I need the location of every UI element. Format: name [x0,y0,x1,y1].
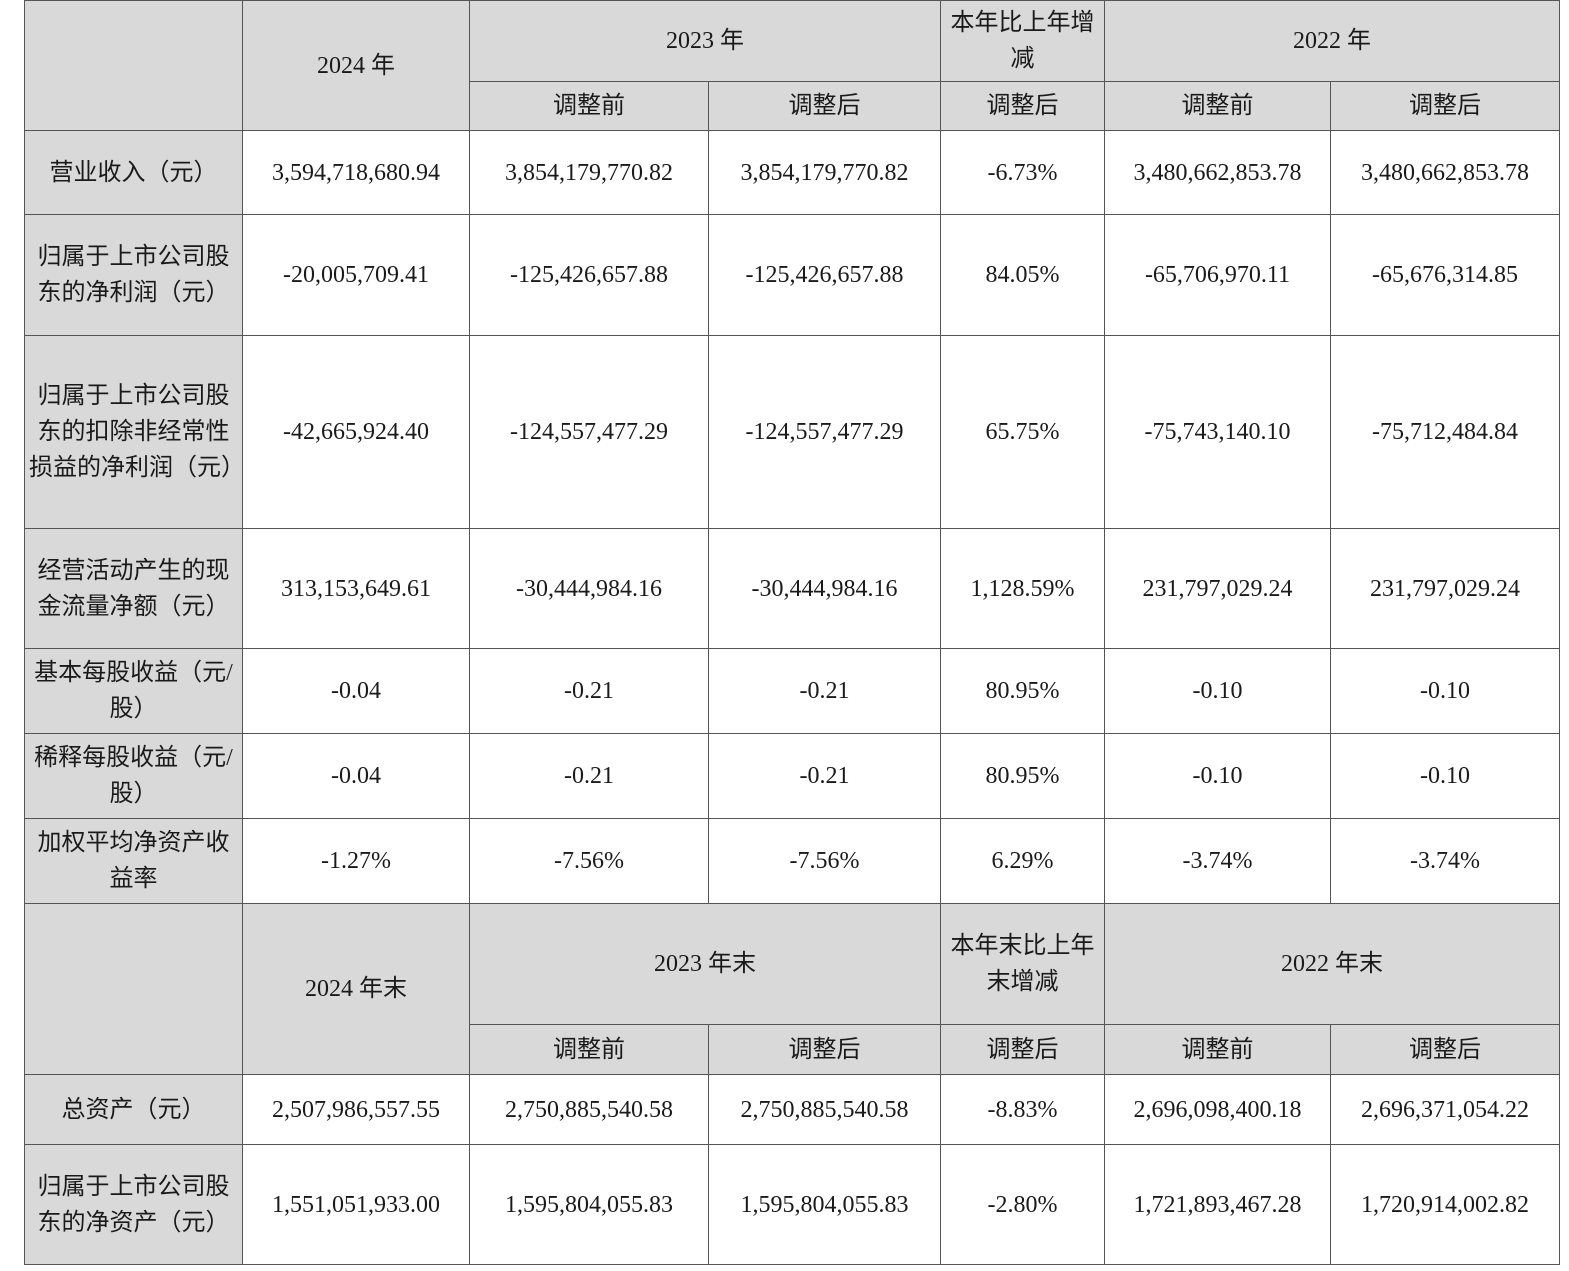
row-label: 基本每股收益（元/股） [24,648,243,734]
cell-2022-before: 231,797,029.24 [1104,528,1331,649]
header-2022-end-after: 调整后 [1330,1024,1560,1075]
cell-2022-before: -65,706,970.11 [1104,214,1331,336]
table-row: 稀释每股收益（元/股） -0.04 -0.21 -0.21 80.95% -0.… [24,733,1560,819]
cell-2023-before: 1,595,804,055.83 [469,1144,709,1265]
cell-2024: -0.04 [242,648,470,734]
row-label: 总资产（元） [24,1074,243,1145]
cell-2023-before: 3,854,179,770.82 [469,130,709,215]
cell-change: -8.83% [940,1074,1105,1145]
cell-2024: 3,594,718,680.94 [242,130,470,215]
table-row: 总资产（元） 2,507,986,557.55 2,750,885,540.58… [24,1074,1560,1145]
cell-change: 80.95% [940,733,1105,819]
cell-2024: 2,507,986,557.55 [242,1074,470,1145]
header-2022-end: 2022 年末 [1104,903,1560,1025]
table-row: 基本每股收益（元/股） -0.04 -0.21 -0.21 80.95% -0.… [24,648,1560,734]
cell-2024: -1.27% [242,818,470,904]
cell-2023-before: -124,557,477.29 [469,335,709,529]
header-2023-end-before: 调整前 [469,1024,709,1075]
cell-change: 1,128.59% [940,528,1105,649]
cell-2023-after: -125,426,657.88 [708,214,941,336]
cell-2023-before: 2,750,885,540.58 [469,1074,709,1145]
header-subrow: 调整前 调整后 调整后 调整前 调整后 [25,1024,1560,1075]
cell-2023-after: -0.21 [708,648,941,734]
row-label: 经营活动产生的现金流量净额（元） [24,528,243,649]
cell-change: 6.29% [940,818,1105,904]
row-label: 归属于上市公司股东的扣除非经常性损益的净利润（元） [24,335,243,529]
cell-2022-before: -3.74% [1104,818,1331,904]
cell-2022-after: 1,720,914,002.82 [1330,1144,1560,1265]
table-row: 加权平均净资产收益率 -1.27% -7.56% -7.56% 6.29% -3… [24,818,1560,904]
cell-2022-before: -0.10 [1104,733,1331,819]
cell-2023-before: -7.56% [469,818,709,904]
header-2022-end-before: 调整前 [1104,1024,1331,1075]
cell-2023-after: 1,595,804,055.83 [708,1144,941,1265]
cell-change: -6.73% [940,130,1105,215]
row-label: 营业收入（元） [24,130,243,215]
header-change-end-after: 调整后 [940,1024,1105,1075]
cell-2022-after: -75,712,484.84 [1330,335,1560,529]
cell-2024: 1,551,051,933.00 [242,1144,470,1265]
cell-2023-before: -125,426,657.88 [469,214,709,336]
table-row: 归属于上市公司股东的净利润（元） -20,005,709.41 -125,426… [24,214,1560,336]
cell-2022-before: 3,480,662,853.78 [1104,130,1331,215]
cell-2024: -0.04 [242,733,470,819]
header-row: 2024 年 2023 年 本年比上年增减 2022 年 [24,0,1560,131]
header-corner-cell [24,0,243,131]
cell-2022-after: -3.74% [1330,818,1560,904]
header-2022-after: 调整后 [1330,81,1560,131]
cell-change: 80.95% [940,648,1105,734]
header-2022-before: 调整前 [1104,81,1331,131]
cell-change: -2.80% [940,1144,1105,1265]
table-row: 经营活动产生的现金流量净额（元） 313,153,649.61 -30,444,… [24,528,1560,649]
header-2024-end: 2024 年末 [242,903,470,1075]
cell-2023-before: -0.21 [469,733,709,819]
cell-2022-after: 231,797,029.24 [1330,528,1560,649]
cell-2023-after: -124,557,477.29 [708,335,941,529]
cell-2022-after: -65,676,314.85 [1330,214,1560,336]
cell-2022-after: 3,480,662,853.78 [1330,130,1560,215]
table-row: 归属于上市公司股东的扣除非经常性损益的净利润（元） -42,665,924.40… [24,335,1560,529]
row-label: 稀释每股收益（元/股） [24,733,243,819]
cell-2022-before: -0.10 [1104,648,1331,734]
header-2023-before: 调整前 [469,81,709,131]
header-change-after: 调整后 [940,81,1105,131]
header-subrow: 调整前 调整后 调整后 调整前 调整后 [25,81,1560,131]
cell-2023-after: -7.56% [708,818,941,904]
header-2023-end-after: 调整后 [708,1024,941,1075]
header-change-end: 本年末比上年末增减 [940,903,1105,1025]
table-row: 归属于上市公司股东的净资产（元） 1,551,051,933.00 1,595,… [24,1144,1560,1265]
cell-2023-before: -30,444,984.16 [469,528,709,649]
header-2022: 2022 年 [1104,0,1560,82]
header-2023-end: 2023 年末 [469,903,941,1025]
row-label: 归属于上市公司股东的净利润（元） [24,214,243,336]
cell-2023-after: 2,750,885,540.58 [708,1074,941,1145]
header-row: 2024 年末 2023 年末 本年末比上年末增减 2022 年末 [24,903,1560,1075]
cell-2022-after: -0.10 [1330,733,1560,819]
cell-2022-after: -0.10 [1330,648,1560,734]
cell-2023-after: 3,854,179,770.82 [708,130,941,215]
row-label: 加权平均净资产收益率 [24,818,243,904]
cell-2024: -20,005,709.41 [242,214,470,336]
cell-2022-after: 2,696,371,054.22 [1330,1074,1560,1145]
cell-2022-before: 2,696,098,400.18 [1104,1074,1331,1145]
table-row: 营业收入（元） 3,594,718,680.94 3,854,179,770.8… [24,130,1560,215]
header-change: 本年比上年增减 [940,0,1105,82]
cell-2022-before: -75,743,140.10 [1104,335,1331,529]
cell-change: 65.75% [940,335,1105,529]
cell-2024: -42,665,924.40 [242,335,470,529]
cell-2023-before: -0.21 [469,648,709,734]
cell-2023-after: -30,444,984.16 [708,528,941,649]
cell-2022-before: 1,721,893,467.28 [1104,1144,1331,1265]
row-label: 归属于上市公司股东的净资产（元） [24,1144,243,1265]
cell-change: 84.05% [940,214,1105,336]
header-corner-cell [24,903,243,1075]
header-2024: 2024 年 [242,0,470,131]
header-2023: 2023 年 [469,0,941,82]
header-2023-after: 调整后 [708,81,941,131]
cell-2024: 313,153,649.61 [242,528,470,649]
cell-2023-after: -0.21 [708,733,941,819]
financial-summary-table: 2024 年 2023 年 本年比上年增减 2022 年 调整前 调整后 调整后… [24,0,1560,1265]
